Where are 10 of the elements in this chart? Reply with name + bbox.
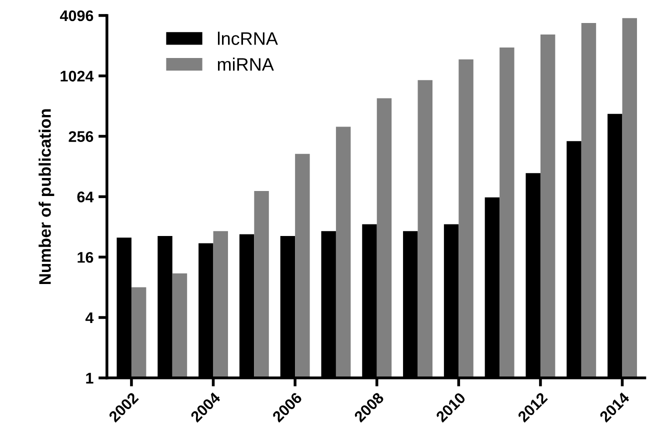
y-tick-label: 64	[77, 192, 94, 202]
legend-label: miRNA	[218, 58, 274, 71]
y-axis-title: Number of publication	[38, 109, 54, 284]
y-tick-label: 256	[68, 131, 94, 142]
y-tick-label: 1	[86, 372, 94, 384]
y-tick-label: 16	[78, 252, 94, 263]
legend-label: lncRNA	[218, 32, 278, 45]
y-tick-label: 1024	[60, 70, 94, 82]
y-tick-label: 4096	[60, 10, 94, 22]
y-tick-label: 4	[85, 312, 94, 324]
